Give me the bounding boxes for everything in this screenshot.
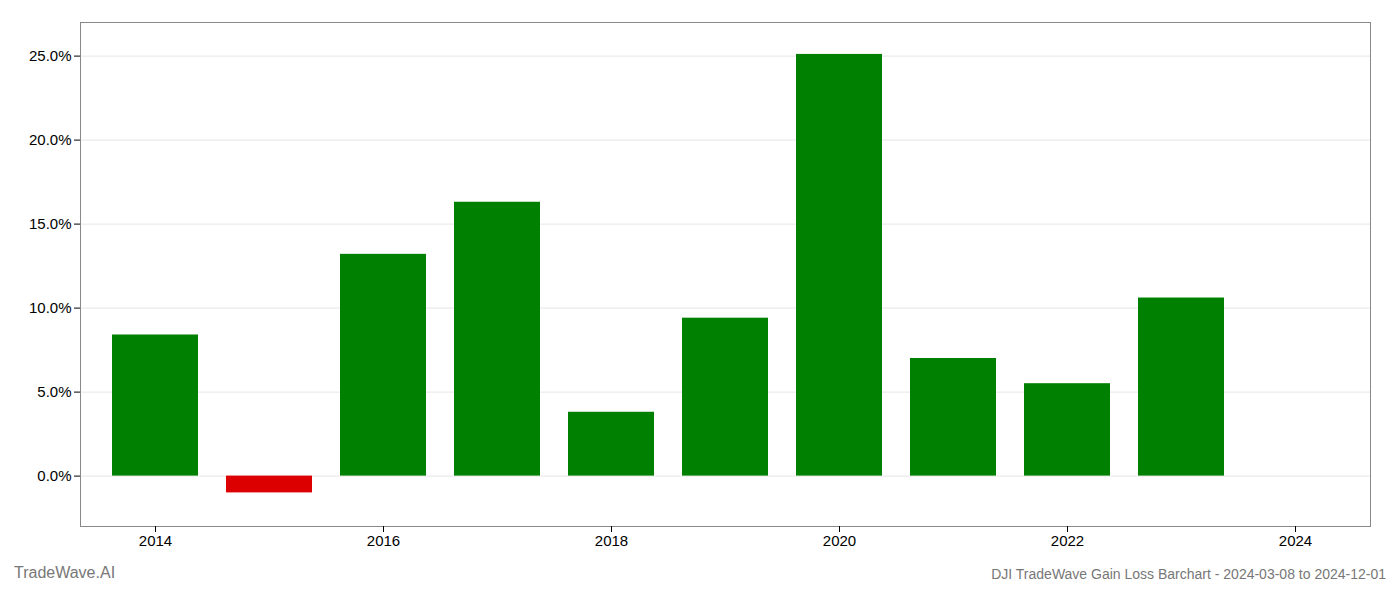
html-text:TradeWave.AI: TradeWave.AI bbox=[14, 564, 116, 581]
svg-text:15.0%: 15.0% bbox=[29, 215, 72, 232]
svg-text:2014: 2014 bbox=[139, 532, 172, 549]
svg-text:2024: 2024 bbox=[1279, 532, 1312, 549]
svg-text:20.0%: 20.0% bbox=[29, 131, 72, 148]
svg-text:2020: 2020 bbox=[823, 532, 856, 549]
html-text:DJI TradeWave Gain Loss Barcha: DJI TradeWave Gain Loss Barchart - 2024-… bbox=[991, 566, 1386, 582]
svg-text:10.0%: 10.0% bbox=[29, 299, 72, 316]
svg-text:2018: 2018 bbox=[595, 532, 628, 549]
svg-text:2022: 2022 bbox=[1051, 532, 1084, 549]
svg-text:0.0%: 0.0% bbox=[37, 467, 71, 484]
svg-text:25.0%: 25.0% bbox=[29, 47, 72, 64]
svg-text:5.0%: 5.0% bbox=[37, 383, 71, 400]
svg-text:2016: 2016 bbox=[367, 532, 400, 549]
